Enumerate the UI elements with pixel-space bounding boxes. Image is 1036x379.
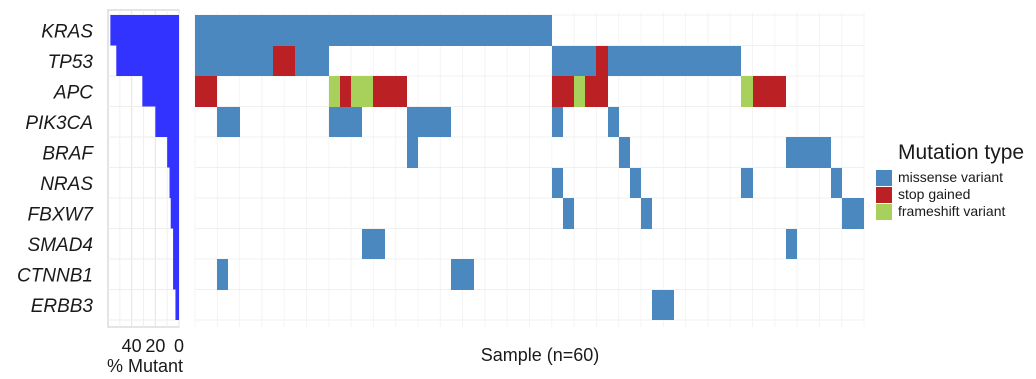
mutation-cell-apc-stop [552,76,574,107]
percent-mutant-bar-braf [167,137,179,168]
mutation-cell-nras-missense [630,168,641,198]
percent-mutant-axis-title: % Mutant [107,356,183,376]
percent-mutant-bar-ctnnb1 [173,259,179,290]
percent-mutant-bar-erbb3 [175,289,179,320]
mutation-cell-pik3ca-missense [608,107,619,137]
mutation-cell-apc-stop [195,76,217,107]
gene-label-smad4: SMAD4 [28,235,93,256]
mutation-cell-braf-missense [786,137,831,168]
legend-swatch-frameshift [876,204,892,220]
percent-mutant-panel [107,9,180,328]
legend-label-missense: missense variant [898,169,1003,185]
mutation-cell-smad4-missense [362,229,385,259]
mutation-cell-nras-missense [831,168,842,198]
mutation-cell-erbb3-missense [652,290,674,320]
mutation-cell-pik3ca-missense [217,107,240,137]
legend-swatch-missense [876,170,892,186]
percent-mutant-bar-apc [142,76,179,107]
mutation-cell-apc-frameshift [741,76,753,107]
percent-mutant-bar-fbxw7 [170,198,179,229]
percent-mutant-bar-pik3ca [155,106,179,137]
gene-label-apc: APC [53,82,93,103]
gene-label-erbb3: ERBB3 [31,296,94,317]
mutation-cell-smad4-missense [786,229,797,259]
mutation-cell-tp53-stop [596,46,608,76]
mutation-cell-fbxw7-missense [641,198,652,229]
percent-mutant-tick-label: 20 [145,336,165,356]
mutation-cell-tp53-stop [273,46,295,76]
mutation-cell-tp53-missense [195,46,273,76]
legend-title: Mutation type [898,141,1024,164]
mutation-cell-tp53-missense [552,46,596,76]
legend-label-stop: stop gained [898,186,970,202]
mutation-cell-ctnnb1-missense [451,259,474,290]
mutation-cell-apc-stop [340,76,351,107]
percent-mutant-ticks: 40 20 0 [122,336,184,356]
mutation-cell-ctnnb1-missense [217,259,228,290]
percent-mutant-tick-label: 0 [174,336,184,356]
gene-label-ctnnb1: CTNNB1 [17,265,93,286]
mutation-cell-apc-stop [373,76,407,107]
mutation-cell-braf-missense [619,137,630,168]
mutation-cell-pik3ca-missense [552,107,563,137]
gene-label-kras: KRAS [41,21,93,42]
gene-label-nras: NRAS [40,174,93,195]
percent-mutant-tick-label: 40 [122,336,142,356]
percent-mutant-bar-nras [169,167,179,198]
percent-mutant-bar-smad4 [173,228,179,259]
mutation-cell-tp53-missense [295,46,329,76]
gene-label-fbxw7: FBXW7 [28,204,95,225]
mutation-cell-apc-stop [585,76,608,107]
mutation-cell-fbxw7-missense [563,198,574,229]
gene-label-pik3ca: PIK3CA [25,113,93,134]
mutation-cell-braf-missense [407,137,418,168]
percent-mutant-bar-kras [110,15,179,46]
mutation-cell-pik3ca-missense [329,107,362,137]
mutation-cell-tp53-missense [608,46,741,76]
legend-swatch-stop [876,187,892,203]
mutation-cell-pik3ca-missense [407,107,451,137]
mutation-cell-nras-missense [741,168,753,198]
mutation-cell-apc-stop [753,76,786,107]
gene-labels: KRAS TP53 APC PIK3CA BRAF NRAS FBXW7 SMAD4 CTNNB… [17,21,94,317]
percent-mutant-bar-tp53 [116,45,179,76]
mutation-cell-apc-frameshift [574,76,585,107]
legend-label-frameshift: frameshift variant [898,203,1005,219]
mutation-cell-apc-frameshift [329,76,340,107]
mutation-cell-nras-missense [552,168,563,198]
gene-label-braf: BRAF [42,143,94,164]
mutation-matrix [194,12,865,327]
mutation-cell-apc-frameshift [351,76,373,107]
mutation-cell-fbxw7-missense [842,198,864,229]
sample-axis-title: Sample (n=60) [481,345,600,365]
mutation-cell-kras-missense [195,15,552,46]
gene-label-tp53: TP53 [48,52,94,73]
